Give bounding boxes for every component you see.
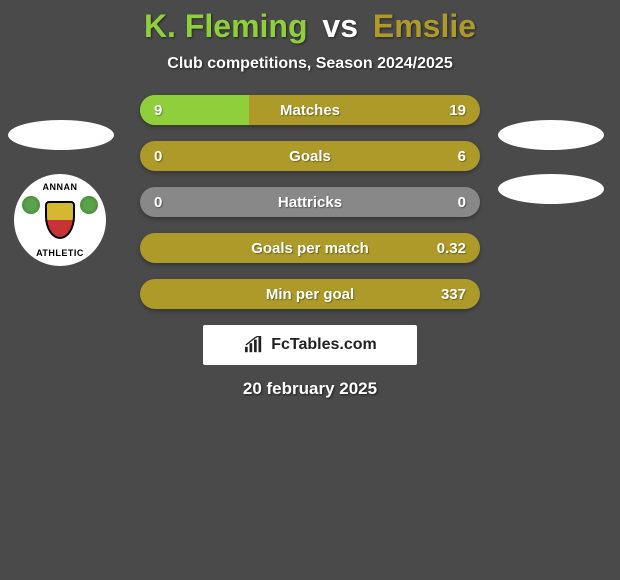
left-avatar-column: ANNAN ATHLETIC [8,120,118,266]
stat-bar-label-wrap: 0Goals6 [140,141,480,171]
stat-label: Min per goal [140,286,480,303]
player1-name: K. Fleming [144,8,308,44]
stat-bar: 0Goals6 [140,141,480,171]
player1-avatar-placeholder [8,120,114,150]
stat-bar: 9Matches19 [140,95,480,125]
infographic-root: K. Fleming vs Emslie Club competitions, … [0,0,620,580]
badge-shield-icon [45,201,75,239]
player2-club-placeholder [498,174,604,204]
stat-right-value: 19 [449,102,466,119]
club-badge-graphic: ANNAN ATHLETIC [24,184,96,256]
stat-left-value: 9 [154,102,162,119]
stat-right-value: 337 [441,286,466,303]
stat-label: Matches [140,102,480,119]
stat-bar: 0Hattricks0 [140,187,480,217]
stat-bar-label-wrap: Min per goal337 [140,279,480,309]
stat-label: Goals per match [140,240,480,257]
logo-text: FcTables.com [271,336,377,354]
bar-chart-icon [243,336,265,354]
stat-left-value: 0 [154,148,162,165]
stat-label: Hattricks [140,194,480,211]
source-logo: FcTables.com [203,325,417,365]
stat-bar-label-wrap: 0Hattricks0 [140,187,480,217]
stat-right-value: 6 [458,148,466,165]
badge-text-bottom: ATHLETIC [24,248,96,258]
player2-name: Emslie [373,8,476,44]
snapshot-date: 20 february 2025 [0,379,620,399]
vs-label: vs [322,8,358,44]
badge-flower-left-icon [22,196,40,214]
stat-right-value: 0 [458,194,466,211]
stat-bar: Goals per match0.32 [140,233,480,263]
comparison-title: K. Fleming vs Emslie [0,8,620,45]
subtitle: Club competitions, Season 2024/2025 [0,55,620,73]
player2-avatar-placeholder [498,120,604,150]
player1-club-badge: ANNAN ATHLETIC [14,174,106,266]
stat-right-value: 0.32 [437,240,466,257]
comparison-bars: 9Matches190Goals60Hattricks0Goals per ma… [140,95,480,309]
stat-left-value: 0 [154,194,162,211]
stat-bar-label-wrap: Goals per match0.32 [140,233,480,263]
badge-flower-right-icon [80,196,98,214]
stat-bar-label-wrap: 9Matches19 [140,95,480,125]
stat-label: Goals [140,148,480,165]
right-avatar-column [498,120,608,228]
badge-text-top: ANNAN [24,182,96,192]
stat-bar: Min per goal337 [140,279,480,309]
